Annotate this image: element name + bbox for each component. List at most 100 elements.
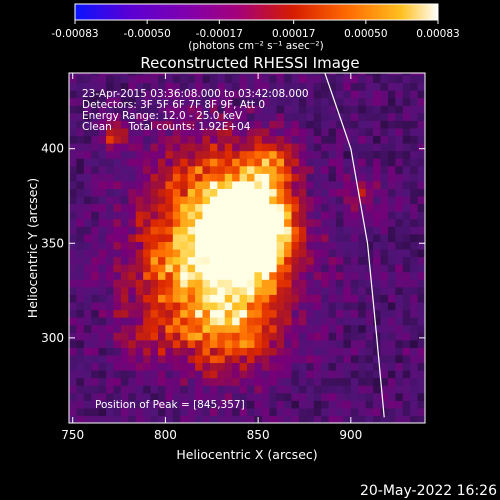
- heatmap-cell: [336, 180, 345, 190]
- heatmap-cell: [91, 377, 100, 386]
- heatmap-cell: [143, 241, 152, 250]
- heatmap-cell: [135, 279, 144, 288]
- heatmap-cell: [358, 279, 367, 288]
- heatmap-cell: [172, 294, 181, 303]
- heatmap-cell: [321, 286, 330, 295]
- heatmap-cell: [128, 407, 137, 417]
- heatmap-cell: [321, 362, 330, 371]
- heatmap-cell: [202, 294, 211, 303]
- heatmap-cell: [158, 241, 167, 250]
- heatmap-cell: [321, 377, 330, 386]
- heatmap-cell: [180, 195, 189, 205]
- heatmap-cell: [410, 407, 419, 417]
- heatmap-cell: [158, 120, 167, 129]
- heatmap-cell: [365, 301, 374, 311]
- heatmap-cell: [387, 415, 396, 423]
- heatmap-cell: [336, 301, 345, 311]
- heatmap-cell: [143, 362, 152, 371]
- colorbar-tick-label: -0.00017: [196, 28, 243, 40]
- heatmap-cell: [284, 354, 293, 364]
- heatmap-cell: [69, 317, 78, 326]
- heatmap-cell: [313, 74, 322, 84]
- heatmap-cell: [336, 317, 345, 326]
- heatmap-cell: [387, 317, 396, 326]
- heatmap-cell: [143, 82, 152, 91]
- heatmap-cell: [128, 127, 137, 137]
- heatmap-cell: [328, 324, 337, 333]
- heatmap-cell: [306, 370, 315, 379]
- heatmap-cell: [69, 347, 78, 356]
- heatmap-cell: [209, 377, 218, 386]
- heatmap-cell: [120, 392, 129, 401]
- heatmap-cell: [120, 264, 129, 273]
- heatmap-cell: [269, 279, 278, 288]
- heatmap-cell: [158, 392, 167, 401]
- heatmap-cell: [328, 400, 337, 409]
- heatmap-cell: [313, 385, 322, 394]
- heatmap-cell: [373, 97, 382, 106]
- heatmap-cell: [380, 317, 389, 326]
- heatmap-cell: [380, 97, 389, 106]
- heatmap-cell: [91, 362, 100, 371]
- heatmap-cell: [358, 400, 367, 409]
- heatmap-cell: [113, 82, 122, 91]
- heatmap-cell: [306, 226, 315, 235]
- heatmap-cell: [91, 120, 100, 129]
- heatmap-cell: [254, 180, 263, 190]
- heatmap-cell: [269, 143, 278, 152]
- heatmap-cell: [410, 415, 419, 423]
- heatmap-cell: [343, 370, 352, 379]
- heatmap-cell: [365, 362, 374, 371]
- heatmap-cell: [269, 294, 278, 303]
- heatmap-cell: [387, 74, 396, 84]
- heatmap-cell: [254, 150, 263, 159]
- heatmap-cell: [336, 385, 345, 394]
- heatmap-cell: [232, 74, 241, 84]
- heatmap-cell: [365, 241, 374, 250]
- heatmap-cell: [402, 241, 411, 250]
- heatmap-cell: [365, 271, 374, 280]
- heatmap-cell: [284, 218, 293, 227]
- heatmap-cell: [343, 256, 352, 265]
- heatmap-cell: [143, 105, 152, 114]
- heatmap-cell: [217, 165, 226, 174]
- heatmap-cell: [373, 286, 382, 295]
- heatmap-cell: [158, 97, 167, 106]
- heatmap-cell: [343, 332, 352, 341]
- heatmap-cell: [143, 309, 152, 318]
- heatmap-cell: [128, 74, 137, 84]
- heatmap-cell: [284, 392, 293, 401]
- heatmap-cell: [239, 150, 248, 159]
- heatmap-cell: [158, 165, 167, 174]
- heatmap-cell: [417, 279, 425, 288]
- heatmap-cell: [343, 226, 352, 235]
- heatmap-cell: [373, 150, 382, 159]
- heatmap-cell: [76, 218, 85, 227]
- heatmap-cell: [150, 354, 159, 364]
- heatmap-cell: [336, 407, 345, 417]
- heatmap-cell: [143, 317, 152, 326]
- heatmap-cell: [380, 195, 389, 205]
- heatmap-cell: [261, 165, 270, 174]
- heatmap-cell: [336, 279, 345, 288]
- heatmap-cell: [395, 180, 404, 190]
- heatmap-cell: [313, 143, 322, 152]
- heatmap-cell: [365, 135, 374, 144]
- heatmap-cell: [321, 173, 330, 182]
- heatmap-cell: [224, 385, 233, 394]
- heatmap-cell: [113, 90, 122, 99]
- heatmap-cell: [135, 188, 144, 197]
- heatmap-cell: [276, 370, 285, 379]
- heatmap-cell: [113, 264, 122, 273]
- heatmap-cell: [321, 248, 330, 258]
- heatmap-cell: [365, 354, 374, 364]
- heatmap-cell: [402, 309, 411, 318]
- heatmap-cell: [113, 324, 122, 333]
- heatmap-cell: [202, 400, 211, 409]
- heatmap-cell: [410, 248, 419, 258]
- heatmap-cell: [373, 135, 382, 144]
- heatmap-cell: [83, 173, 92, 182]
- heatmap-cell: [135, 120, 144, 129]
- heatmap-cell: [380, 339, 389, 348]
- heatmap-cell: [261, 385, 270, 394]
